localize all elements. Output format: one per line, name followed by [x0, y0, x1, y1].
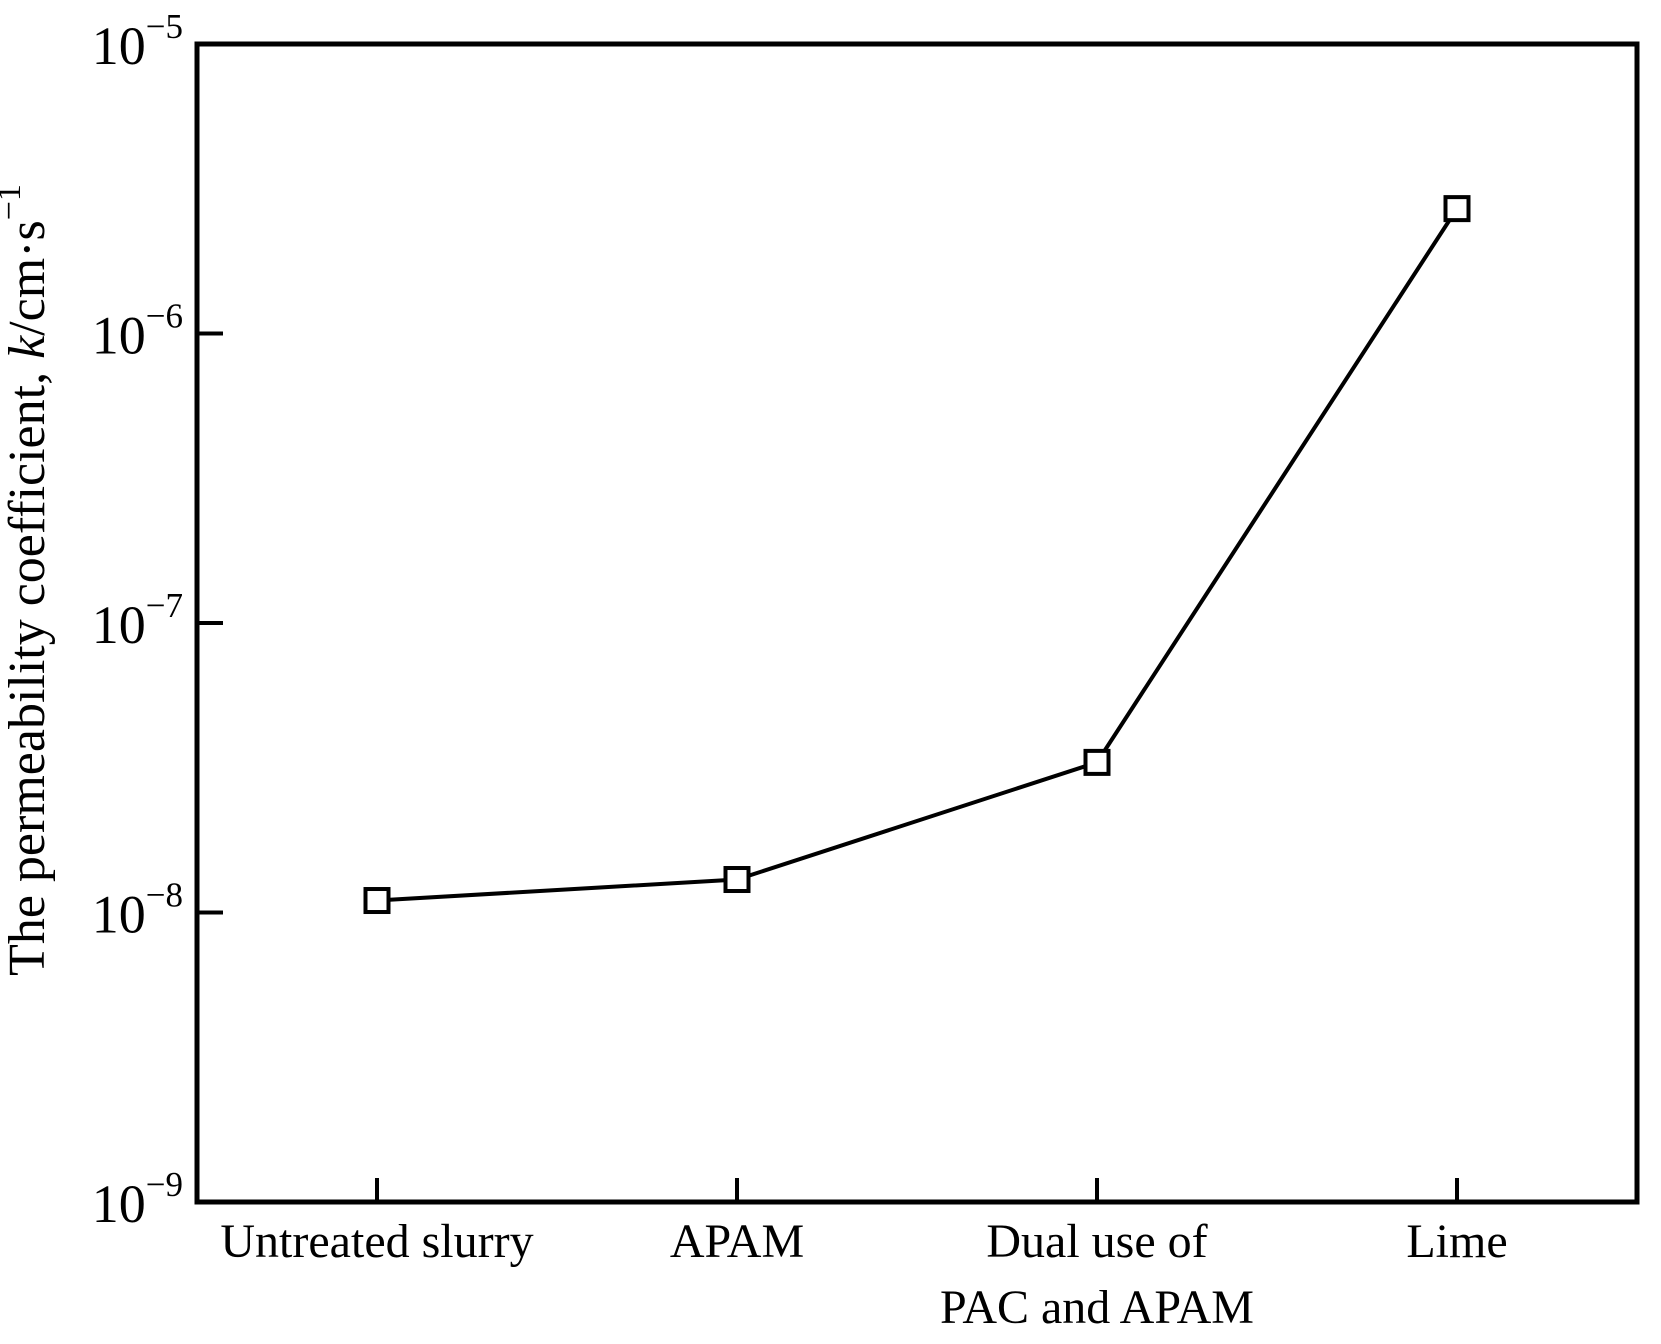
x-tick-label: APAM	[670, 1215, 804, 1268]
y-tick-label: 10−6	[92, 297, 183, 366]
y-axis-title: The permeability coefficient, k/cm·s−1	[0, 184, 56, 976]
data-point-marker	[723, 866, 751, 894]
x-tick-label: Untreated slurry	[220, 1215, 533, 1268]
data-point-marker	[363, 887, 391, 915]
y-tick-label: 10−7	[92, 586, 183, 655]
data-line	[375, 206, 1459, 903]
data-point-marker	[1443, 195, 1471, 223]
y-tick-label: 10−5	[92, 7, 183, 76]
data-point-marker	[1083, 748, 1111, 776]
x-tick-label: PAC and APAM	[940, 1281, 1254, 1334]
y-tick-label: 10−9	[92, 1165, 183, 1234]
y-tick-label: 10−8	[92, 876, 183, 945]
x-tick-label: Dual use of	[986, 1215, 1207, 1268]
x-tick-label: Lime	[1406, 1215, 1507, 1268]
